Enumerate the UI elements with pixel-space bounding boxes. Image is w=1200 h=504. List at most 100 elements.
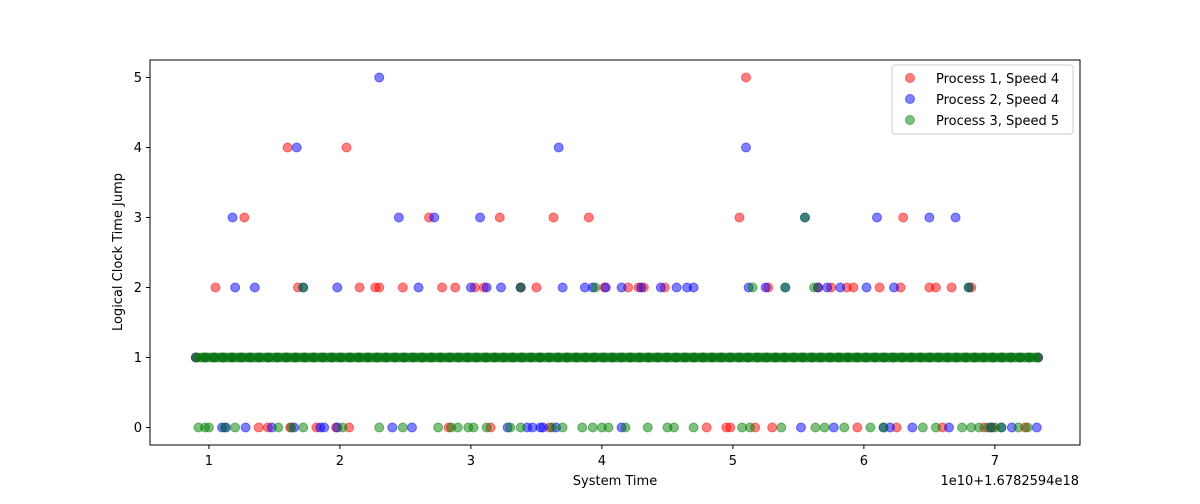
point-process-3-speed-5 bbox=[1033, 352, 1044, 363]
point-process-2-speed-4 bbox=[230, 282, 241, 293]
point-process-1-speed-4 bbox=[930, 282, 941, 293]
x-tick-label: 1 bbox=[205, 454, 213, 469]
point-process-3-speed-5 bbox=[917, 422, 928, 433]
point-process-1-speed-4 bbox=[450, 282, 461, 293]
point-process-3-speed-5 bbox=[744, 422, 755, 433]
legend-label-process-1: Process 1, Speed 4 bbox=[936, 72, 1059, 87]
point-process-2-speed-4 bbox=[332, 282, 343, 293]
point-process-2-speed-4 bbox=[227, 212, 238, 223]
point-process-1-speed-4 bbox=[852, 422, 863, 433]
legend-label-process-3: Process 3, Speed 5 bbox=[936, 114, 1059, 129]
point-process-2-speed-4 bbox=[393, 212, 404, 223]
x-tick-label: 4 bbox=[598, 454, 606, 469]
point-process-3-speed-5 bbox=[620, 422, 631, 433]
point-process-3-speed-5 bbox=[1022, 422, 1033, 433]
legend-marker-process-1 bbox=[905, 73, 915, 83]
x-tick-label: 5 bbox=[729, 454, 737, 469]
point-process-1-speed-4 bbox=[341, 142, 352, 153]
x-axis-offset-label: 1e10+1.6782594e18 bbox=[940, 474, 1079, 489]
point-process-2-speed-4 bbox=[835, 282, 846, 293]
point-process-2-speed-4 bbox=[600, 282, 611, 293]
point-process-1-speed-4 bbox=[548, 212, 559, 223]
point-process-2-speed-4 bbox=[828, 422, 839, 433]
point-process-2-speed-4 bbox=[907, 422, 918, 433]
point-process-1-speed-4 bbox=[725, 422, 736, 433]
point-process-1-speed-4 bbox=[374, 282, 385, 293]
point-process-3-speed-5 bbox=[776, 422, 787, 433]
point-process-2-speed-4 bbox=[889, 282, 899, 293]
point-process-3-speed-5 bbox=[273, 422, 284, 433]
point-process-3-speed-5 bbox=[974, 422, 985, 433]
point-process-2-speed-4 bbox=[319, 422, 330, 433]
point-process-1-speed-4 bbox=[397, 282, 408, 293]
point-process-3-speed-5 bbox=[809, 282, 820, 293]
legend-label-process-2: Process 2, Speed 4 bbox=[936, 93, 1059, 108]
point-process-3-speed-5 bbox=[839, 422, 850, 433]
point-process-2-speed-4 bbox=[740, 142, 751, 153]
point-process-1-speed-4 bbox=[494, 212, 505, 223]
point-process-2-speed-4 bbox=[1031, 422, 1042, 433]
point-process-2-speed-4 bbox=[291, 142, 302, 153]
point-process-1-speed-4 bbox=[253, 422, 264, 433]
point-process-2-speed-4 bbox=[796, 422, 806, 433]
point-process-2-speed-4 bbox=[557, 282, 568, 293]
legend-marker-process-3 bbox=[905, 115, 915, 125]
point-process-2-speed-4 bbox=[240, 422, 251, 433]
y-tick-label: 1 bbox=[134, 351, 142, 366]
x-axis-ticks: 1 2 3 4 5 6 7 bbox=[205, 445, 999, 469]
point-process-3-speed-5 bbox=[557, 422, 568, 433]
point-process-1-speed-4 bbox=[874, 282, 885, 293]
point-process-3-speed-5 bbox=[642, 422, 653, 433]
x-axis-label: System Time bbox=[573, 474, 657, 489]
x-tick-label: 3 bbox=[467, 454, 475, 469]
y-tick-label: 4 bbox=[134, 141, 142, 156]
point-process-3-speed-5 bbox=[878, 422, 889, 433]
point-process-3-speed-5 bbox=[337, 422, 348, 433]
point-process-3-speed-5 bbox=[819, 422, 830, 433]
point-process-3-speed-5 bbox=[298, 422, 309, 433]
point-process-3-speed-5 bbox=[996, 422, 1007, 433]
point-process-3-speed-5 bbox=[374, 422, 385, 433]
point-process-2-speed-4 bbox=[413, 282, 424, 293]
point-process-1-speed-4 bbox=[740, 72, 751, 83]
y-tick-label: 2 bbox=[134, 281, 142, 296]
point-process-3-speed-5 bbox=[433, 422, 444, 433]
point-process-2-speed-4 bbox=[688, 282, 699, 293]
point-process-3-speed-5 bbox=[219, 422, 230, 433]
point-process-2-speed-4 bbox=[861, 282, 872, 293]
point-process-1-speed-4 bbox=[848, 282, 859, 293]
point-process-2-speed-4 bbox=[760, 282, 771, 293]
point-process-2-speed-4 bbox=[496, 282, 507, 293]
point-process-1-speed-4 bbox=[210, 282, 221, 293]
point-process-2-speed-4 bbox=[950, 212, 961, 223]
y-tick-label: 3 bbox=[134, 211, 142, 226]
legend-marker-process-2 bbox=[905, 94, 915, 104]
y-axis-ticks: 0 1 2 3 4 5 bbox=[134, 71, 150, 436]
x-tick-label: 2 bbox=[336, 454, 344, 469]
point-process-3-speed-5 bbox=[1013, 422, 1024, 433]
point-process-2-speed-4 bbox=[374, 72, 385, 83]
point-process-3-speed-5 bbox=[603, 422, 614, 433]
point-process-3-speed-5 bbox=[810, 422, 821, 433]
point-process-3-speed-5 bbox=[780, 282, 791, 293]
x-tick-label: 7 bbox=[991, 454, 999, 469]
point-process-3-speed-5 bbox=[799, 212, 810, 223]
point-process-3-speed-5 bbox=[505, 422, 516, 433]
point-process-1-speed-4 bbox=[701, 422, 712, 433]
point-process-1-speed-4 bbox=[437, 282, 448, 293]
point-process-3-speed-5 bbox=[468, 422, 479, 433]
point-process-3-speed-5 bbox=[957, 422, 968, 433]
point-process-2-speed-4 bbox=[429, 212, 440, 223]
point-process-3-speed-5 bbox=[286, 422, 297, 433]
point-process-1-speed-4 bbox=[946, 282, 957, 293]
point-process-1-speed-4 bbox=[734, 212, 745, 223]
point-process-2-speed-4 bbox=[655, 282, 666, 293]
point-process-3-speed-5 bbox=[590, 282, 601, 293]
point-process-3-speed-5 bbox=[397, 422, 408, 433]
point-process-2-speed-4 bbox=[475, 212, 486, 223]
plot-frame bbox=[149, 59, 1081, 446]
point-process-1-speed-4 bbox=[354, 282, 365, 293]
legend: Process 1, Speed 4 Process 2, Speed 4 Pr… bbox=[891, 64, 1074, 135]
